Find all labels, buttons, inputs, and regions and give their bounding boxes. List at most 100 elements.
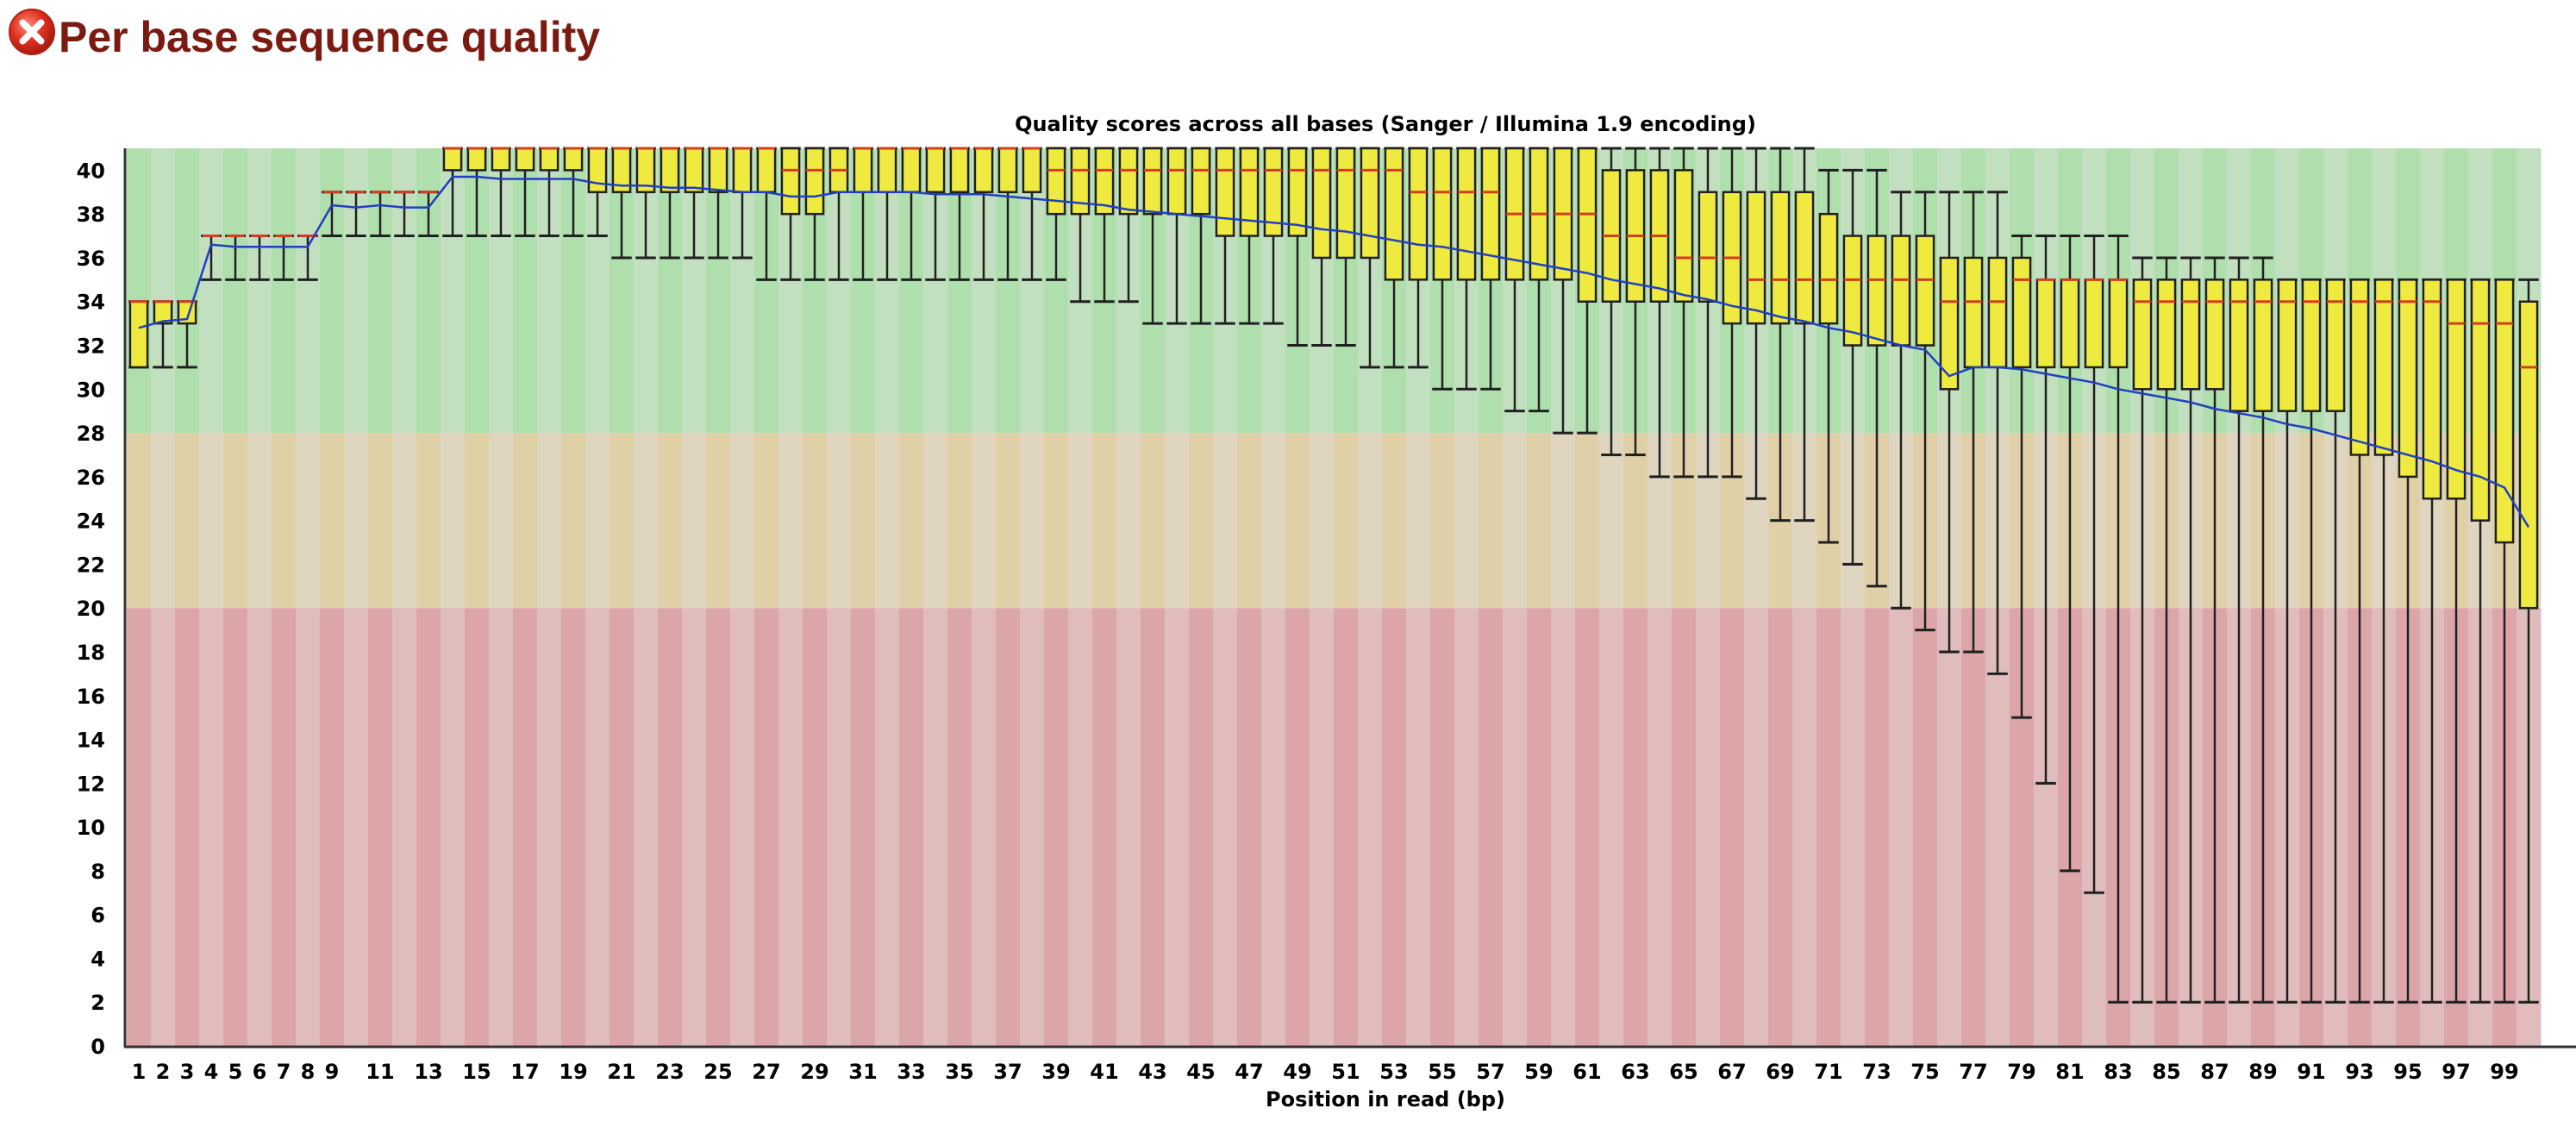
x-tick-label: 55 [1428,1060,1456,1084]
zone-poor-stripe [1044,608,1069,1046]
y-tick-label: 8 [91,860,105,884]
zone-warning-stripe [1479,433,1504,609]
iqr-box [853,147,873,194]
zone-poor-stripe [730,608,755,1046]
zone-poor-stripe [778,608,803,1046]
x-tick-label: 49 [1283,1060,1311,1084]
x-tick-label: 95 [2393,1060,2422,1084]
zone-warning-stripe [151,433,176,609]
zone-poor-stripe [947,608,972,1046]
y-tick-label: 30 [77,378,105,402]
x-tick-label: 7 [277,1060,291,1084]
zone-poor-stripe [682,608,707,1046]
zone-poor-stripe [1551,608,1576,1046]
zone-warning-stripe [585,433,610,609]
zone-warning-stripe [730,433,755,609]
zone-warning-stripe [416,433,441,609]
zone-poor-stripe [610,608,635,1046]
zone-warning-stripe [1623,433,1648,609]
x-tick-label: 11 [366,1060,394,1084]
x-tick-label: 71 [1814,1060,1842,1084]
fail-icon [8,8,56,56]
iqr-box [1818,212,1839,325]
zone-poor-stripe [972,608,997,1046]
x-tick-label: 41 [1090,1060,1118,1084]
zone-poor-stripe [1068,608,1093,1046]
iqr-box [1963,256,1984,369]
zone-poor-stripe [199,608,224,1046]
y-tick-label: 40 [77,159,105,183]
iqr-box [2108,279,2129,369]
iqr-box [1480,147,1501,281]
zone-warning-stripe [1189,433,1214,609]
x-tick-label: 73 [1862,1060,1891,1084]
zone-warning-stripe [223,433,248,609]
zone-warning-stripe [875,433,900,609]
x-tick-label: 1 [132,1060,147,1084]
iqr-box [1022,147,1042,194]
iqr-box [1794,191,1815,325]
zone-poor-stripe [561,608,586,1046]
iqr-box [2035,279,2056,369]
mean-line-group [138,175,2530,528]
zone-poor-stripe [1165,608,1190,1046]
quality-zones [127,148,2542,1046]
zone-poor-stripe [1527,608,1552,1046]
y-tick-label: 26 [77,466,105,490]
x-tick-label: 69 [1766,1060,1794,1084]
zone-poor-stripe [1816,608,1841,1046]
iqr-box [2398,279,2418,479]
x-tick-label: 59 [1524,1060,1553,1084]
zone-warning-stripe [320,433,345,609]
zone-poor-stripe [1237,608,1262,1046]
y-tick-label: 32 [77,335,105,359]
zone-poor-stripe [1454,608,1479,1046]
x-tick-label: 57 [1476,1060,1504,1084]
iqr-box [2060,279,2080,369]
zone-good-stripe [151,148,176,434]
zone-poor-stripe [175,608,200,1046]
x-tick-label: 81 [2055,1060,2084,1084]
zone-warning-stripe [1116,433,1141,609]
x-tick-label: 9 [325,1060,340,1084]
zone-warning-stripe [513,433,538,609]
zone-warning-stripe [996,433,1021,609]
iqr-box [2277,279,2298,412]
zone-warning-stripe [1406,433,1431,609]
zone-poor-stripe [1696,608,1721,1046]
x-tick-label: 13 [414,1060,442,1084]
iqr-box [2422,279,2442,500]
zone-poor-stripe [1720,608,1745,1046]
iqr-box [1046,147,1066,216]
x-tick-label: 97 [2442,1060,2470,1084]
zone-warning-stripe [610,433,635,609]
zone-poor-stripe [489,608,514,1046]
zone-poor-stripe [368,608,393,1046]
section-title: Per base sequence quality [59,13,601,61]
iqr-box [1673,169,1694,303]
x-tick-label: 8 [301,1060,316,1084]
x-tick-label: 85 [2152,1060,2180,1084]
x-tick-label: 77 [1959,1060,1987,1084]
iqr-box [1939,256,1960,391]
iqr-box [1577,147,1597,303]
x-tick-label: 31 [848,1060,877,1084]
iqr-box [1239,147,1260,237]
iqr-box [515,147,535,172]
zone-poor-stripe [706,608,731,1046]
zone-poor-stripe [1382,608,1407,1046]
zone-warning-stripe [1551,433,1576,609]
zone-poor-stripe [1648,608,1673,1046]
zone-poor-stripe [1672,608,1697,1046]
zone-good-stripe [272,148,297,434]
zone-poor-stripe [1768,608,1793,1046]
x-tick-label: 3 [180,1060,195,1084]
zone-poor-stripe [1020,608,1045,1046]
zone-poor-stripe [875,608,900,1046]
zone-warning-stripe [1527,433,1552,609]
zone-poor-stripe [1116,608,1141,1046]
x-tick-label: 45 [1186,1060,1215,1084]
zone-warning-stripe [658,433,683,609]
iqr-box [708,147,728,194]
